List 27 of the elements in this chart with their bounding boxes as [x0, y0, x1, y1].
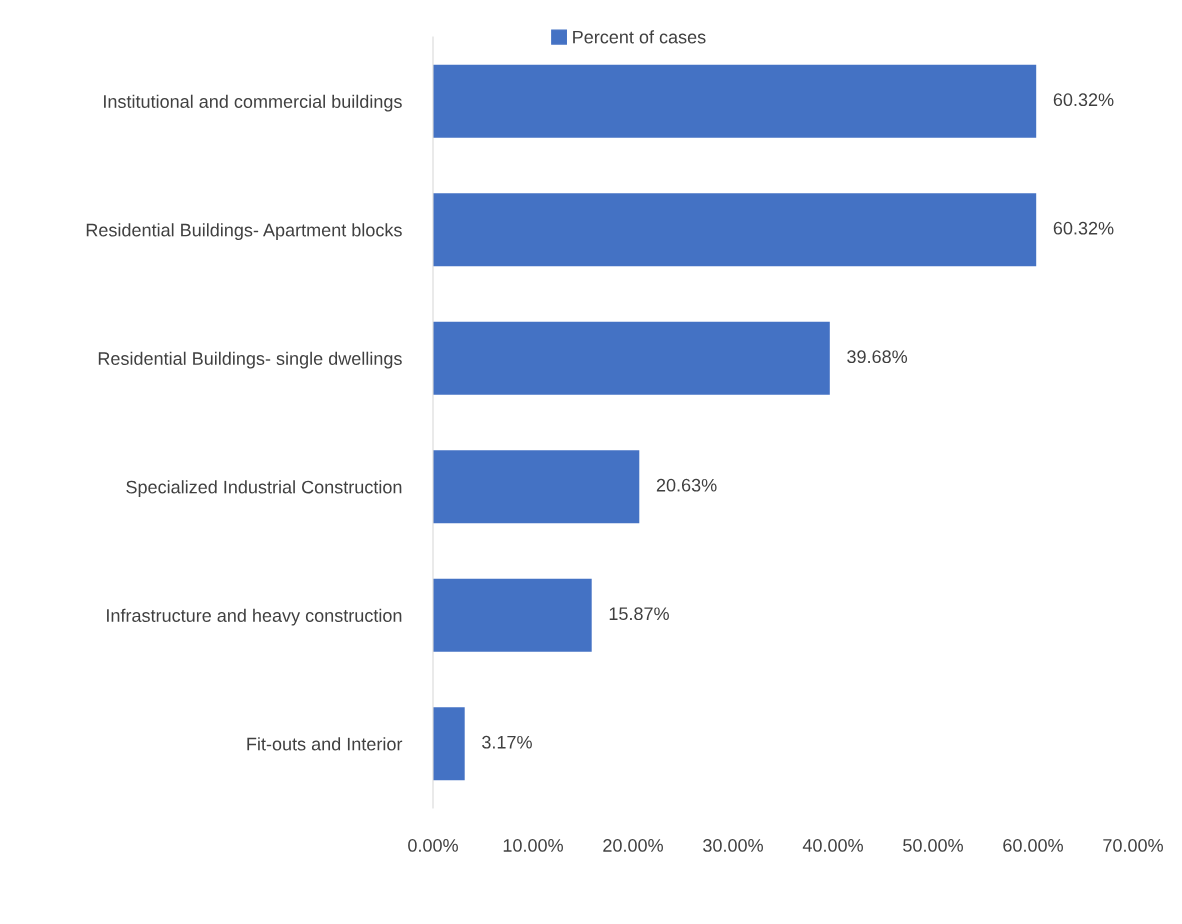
data-label: 20.63%	[656, 478, 717, 492]
y-tick-label: Infrastructure and heavy construction	[107, 608, 402, 626]
bar	[433, 707, 465, 781]
x-tick-label: 30.00%	[703, 839, 763, 852]
y-tick-label: Residential Buildings- single dwellings	[98, 351, 402, 369]
x-tick-label: 60.00%	[1003, 839, 1063, 852]
x-tick-label: 10.00%	[503, 839, 563, 852]
y-tick-label: Fit-outs and Interior	[247, 737, 403, 751]
data-label: 15.87%	[609, 607, 669, 621]
y-tick-label: Specialized Industrial Construction	[126, 480, 402, 498]
bar	[433, 450, 640, 524]
data-label: 39.68%	[847, 350, 908, 364]
legend-label: Percent of cases	[573, 30, 706, 44]
x-tick-label: 0.00%	[408, 839, 458, 852]
bar	[433, 64, 1037, 138]
data-label: 3.17%	[482, 735, 532, 749]
x-tick-label: 50.00%	[903, 839, 963, 852]
bar	[433, 578, 592, 652]
bar	[433, 193, 1037, 267]
data-label: 60.32%	[1053, 93, 1114, 107]
bar	[433, 321, 830, 395]
x-tick-label: 20.00%	[603, 839, 663, 852]
y-tick-label: Institutional and commercial buildings	[104, 94, 402, 112]
y-tick-label: Residential Buildings- Apartment blocks	[86, 223, 402, 241]
data-label: 60.32%	[1053, 221, 1114, 235]
x-tick-label: 40.00%	[802, 839, 863, 852]
x-tick-label: 70.00%	[1103, 839, 1163, 852]
